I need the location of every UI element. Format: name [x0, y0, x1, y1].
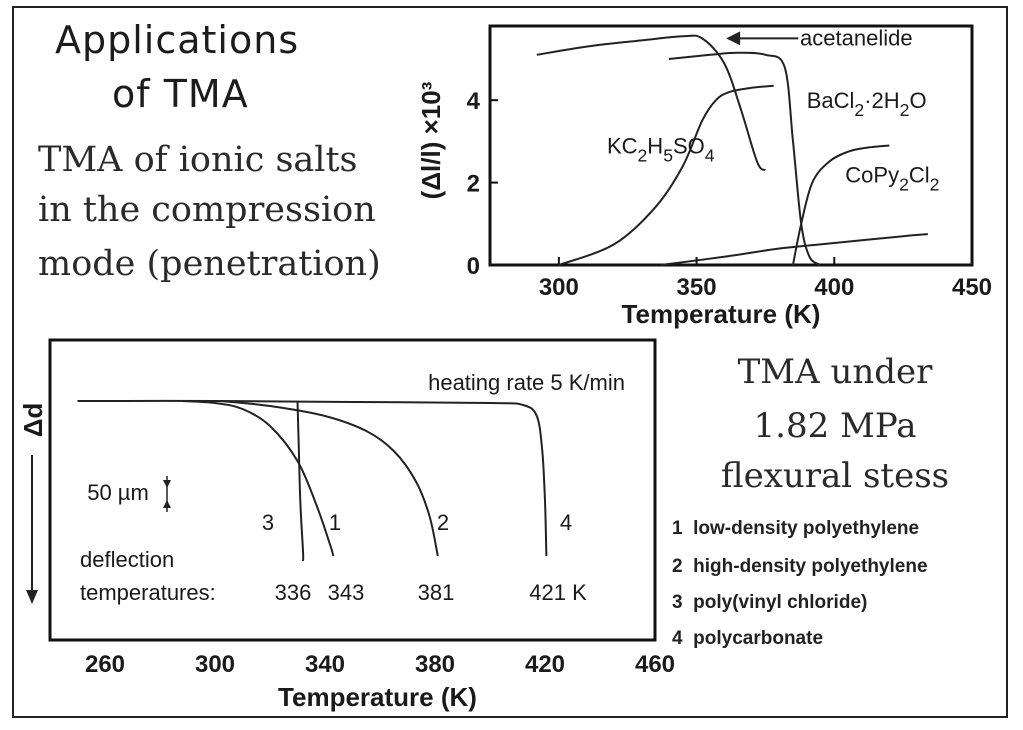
chart-a-x-tick-label: 350	[677, 274, 717, 301]
chart-b-y-axis-label: Δd	[18, 403, 48, 438]
chart-b-x-tick-label: 420	[525, 651, 565, 678]
legend-label: poly(vinyl chloride)	[693, 592, 868, 613]
figure-frame	[12, 6, 1008, 718]
legend-label: low-density polyethylene	[693, 518, 920, 539]
chart-a-annotation-arrow-head	[726, 31, 741, 46]
chart-b-x-tick-label: 340	[305, 651, 345, 678]
chart-b-x-tick-label: 260	[85, 651, 125, 678]
chart-b-heating-rate-note: heating rate 5 K/min	[428, 370, 625, 395]
chart-a-x-tick-label: 400	[814, 274, 854, 301]
legend-item-3: 3 poly(vinyl chloride)	[672, 592, 867, 614]
subtitle-line-3: mode (penetration)	[38, 244, 381, 284]
chart-a-plot-frame	[488, 24, 974, 267]
chart-b-curve-number-1: 1	[329, 510, 341, 535]
legend-item-2: 2 high-density polyethylene	[672, 556, 928, 578]
legend-num: 4	[672, 628, 683, 649]
chart-a-annotation-acetanelide: acetanelide	[800, 25, 913, 50]
chart-a-series-acetanelide-line	[536, 34, 767, 172]
chart-b-series-2-line	[220, 400, 439, 557]
chart-b-series-3-line	[296, 400, 305, 562]
chart-a-y-tick-label: 2	[467, 171, 480, 198]
chart-a-annotation-bacl2: BaCl2·2H2O	[807, 88, 927, 120]
subtitle-line-1: TMA of ionic salts	[38, 140, 358, 180]
chart-a-x-axis-label: Temperature (K)	[622, 299, 821, 329]
chart-a-series-copycl-line	[792, 144, 890, 266]
legend-item-4: 4 polycarbonate	[672, 628, 823, 650]
chart-b-deflection-label-line-1: deflection	[80, 547, 174, 572]
chart-b-deflection-temp-2: 381	[418, 580, 455, 605]
chart-b-curve-number-3: 3	[262, 510, 274, 535]
chart-b-x-tick-label: 460	[635, 651, 675, 678]
chart-b-y-arrow-head	[26, 590, 38, 604]
legend-item-1: 1 low-density polyethylene	[672, 518, 919, 540]
chart-b-series-4-line	[77, 399, 548, 557]
chart-a-y-axis-label: (Δl/l) ×10³	[416, 81, 446, 199]
chart-a-annotation-kc2h5so4: KC2H5SO4	[607, 134, 715, 166]
chart-b-scale-bar-tip-bottom	[163, 500, 171, 508]
title-line-1: Applications	[55, 18, 300, 62]
chart-b-plot-frame	[48, 338, 657, 642]
chart-a-x-tick-label: 300	[539, 274, 579, 301]
chart-a-series-kchso-line	[558, 84, 774, 266]
chart-b-deflection-temp-4: 421 K	[529, 580, 587, 605]
legend-label: polycarbonate	[693, 628, 824, 649]
chart-b-deflection-temp-3: 336	[275, 580, 312, 605]
chart-a-series-bacl2ho-line	[668, 51, 822, 266]
chart-b-scale-bar-label: 50 µm	[87, 480, 149, 505]
chart-b-scale-bar-tip-top	[163, 480, 171, 488]
chart-b-series-1-line	[181, 400, 335, 557]
caption-line-1: TMA under	[737, 352, 933, 392]
chart-a-x-tick-label: 450	[952, 274, 992, 301]
legend-num: 2	[672, 556, 683, 577]
chart-b-x-axis-label: Temperature (K)	[278, 682, 477, 712]
chart-b-deflection-label-line-2: temperatures:	[80, 580, 216, 605]
chart-a-series-baseline-line	[660, 233, 928, 266]
chart-a-annotation-copy2cl2: CoPy2Cl2	[845, 162, 939, 194]
subtitle-line-2: in the compression	[38, 190, 376, 230]
chart-b-curve-number-2: 2	[437, 510, 449, 535]
chart-a-y-tick-label: 0	[467, 253, 480, 280]
legend-num: 1	[672, 518, 683, 539]
legend-num: 3	[672, 592, 683, 613]
chart-b-x-tick-label: 380	[415, 651, 455, 678]
title-line-2: of TMA	[112, 72, 249, 116]
chart-b-curve-number-4: 4	[560, 510, 572, 535]
legend-label: high-density polyethylene	[693, 556, 928, 577]
caption-line-2: 1.82 MPa	[753, 406, 917, 446]
chart-a-y-tick-label: 4	[467, 88, 481, 115]
chart-b-deflection-temp-1: 343	[328, 580, 365, 605]
chart-b-x-tick-label: 300	[195, 651, 235, 678]
caption-line-3: flexural stess	[720, 456, 950, 496]
